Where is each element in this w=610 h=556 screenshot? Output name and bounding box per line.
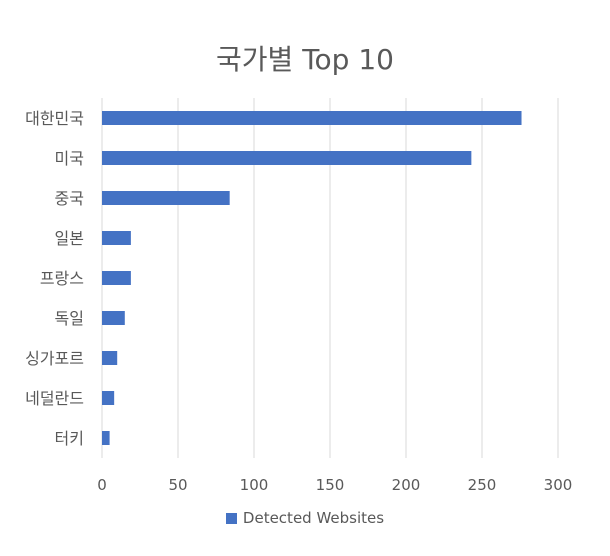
category-label: 일본 [55,229,84,248]
chart-title: 국가별 Top 10 [216,43,394,76]
legend-label: Detected Websites [242,509,385,527]
bar [102,391,115,405]
bars [102,111,522,445]
category-label: 터키 [55,429,84,448]
category-label: 대한민국 [25,109,84,128]
x-tick-label: 0 [97,476,107,494]
category-label: 프랑스 [40,269,84,288]
category-label: 싱가포르 [25,349,84,368]
bar [102,311,125,325]
bar [102,231,131,245]
x-tick-label: 50 [168,476,187,494]
x-tick-labels: 0 50 100 150 200 250 300 [97,476,572,494]
category-label: 독일 [55,309,84,328]
bar [102,271,131,285]
x-tick-label: 250 [468,476,497,494]
x-tick-label: 150 [316,476,345,494]
category-label: 미국 [55,149,84,168]
x-tick-label: 300 [544,476,573,494]
bar [102,191,230,205]
legend-swatch [225,513,237,524]
bar [102,431,110,445]
category-label: 네덜란드 [25,389,84,408]
x-tick-label: 200 [392,476,421,494]
legend: Detected Websites [0,509,610,527]
x-tick-label: 100 [240,476,269,494]
bar [102,151,472,165]
category-label: 중국 [55,189,84,208]
bar [102,351,118,365]
bar [102,111,522,125]
